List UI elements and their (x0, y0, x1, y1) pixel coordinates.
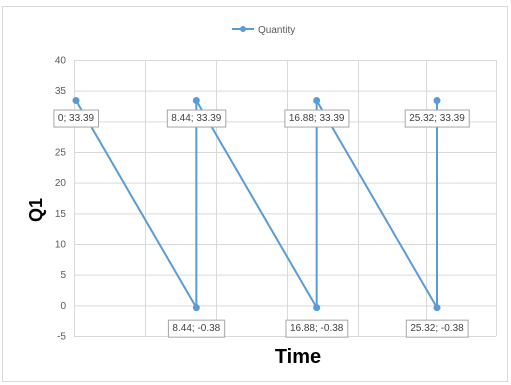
legend: Quantity (232, 25, 295, 36)
data-point-marker (433, 97, 441, 105)
grid-lines (74, 60, 497, 337)
y-tick-label: -5 (57, 332, 66, 343)
data-label-text: 8.44; -0.38 (172, 323, 220, 334)
data-label-box (285, 319, 349, 338)
y-tick-label: 35 (55, 86, 67, 97)
data-label-box (167, 319, 226, 338)
y-tick-label: 15 (55, 209, 67, 220)
data-label-text: 8.44; 33.39 (171, 113, 221, 124)
data-label-box (53, 109, 100, 128)
data-label: 25.32; 33.39 (404, 109, 470, 128)
data-label-text: 16.88; -0.38 (290, 323, 344, 334)
y-tick-labels: 4035302520151050-5 (55, 56, 67, 343)
y-tick-label: 20 (55, 178, 67, 189)
data-label: 16.88; -0.38 (285, 319, 349, 338)
data-label: 16.88; 33.39 (284, 109, 350, 128)
y-tick-label: 40 (55, 56, 67, 67)
legend-marker-quantity (240, 26, 246, 32)
y-tick-label: 25 (55, 148, 67, 159)
data-point-marker (433, 304, 441, 312)
series-markers (72, 97, 441, 312)
data-labels: 0; 33.39 8.44; -0.38 8.44; 33.39 16.88; -0.… (53, 109, 470, 338)
data-label: 0; 33.39 (53, 109, 100, 128)
data-label: 25.32; -0.38 (405, 319, 469, 338)
data-label-box (404, 109, 470, 128)
data-point-marker (192, 97, 200, 105)
data-label-text: 25.32; 33.39 (409, 113, 465, 124)
data-label-box (405, 319, 469, 338)
series-line-segment (195, 99, 318, 309)
data-label-box (166, 109, 227, 128)
chart-border (2, 6, 508, 382)
y-tick-label: 10 (55, 240, 67, 251)
data-point-marker (72, 97, 80, 105)
y-tick-label: 0 (60, 301, 66, 312)
data-label: 8.44; -0.38 (167, 319, 226, 338)
data-label-text: 25.32; -0.38 (410, 323, 464, 334)
data-point-marker (313, 97, 321, 105)
y-axis-title: Q1 (26, 198, 46, 222)
data-label-box (284, 109, 350, 128)
series-line-segment (315, 99, 438, 309)
series-line-segment (75, 99, 198, 309)
data-label-text: 16.88; 33.39 (289, 113, 345, 124)
data-label: 8.44; 33.39 (166, 109, 227, 128)
y-tick-label: 5 (60, 270, 66, 281)
x-axis-title: Time (275, 346, 321, 368)
data-point-marker (192, 304, 200, 312)
series-lines (75, 99, 438, 309)
data-point-marker (313, 304, 321, 312)
legend-label-quantity: Quantity (258, 25, 295, 36)
data-label-text: 0; 33.39 (58, 113, 95, 124)
